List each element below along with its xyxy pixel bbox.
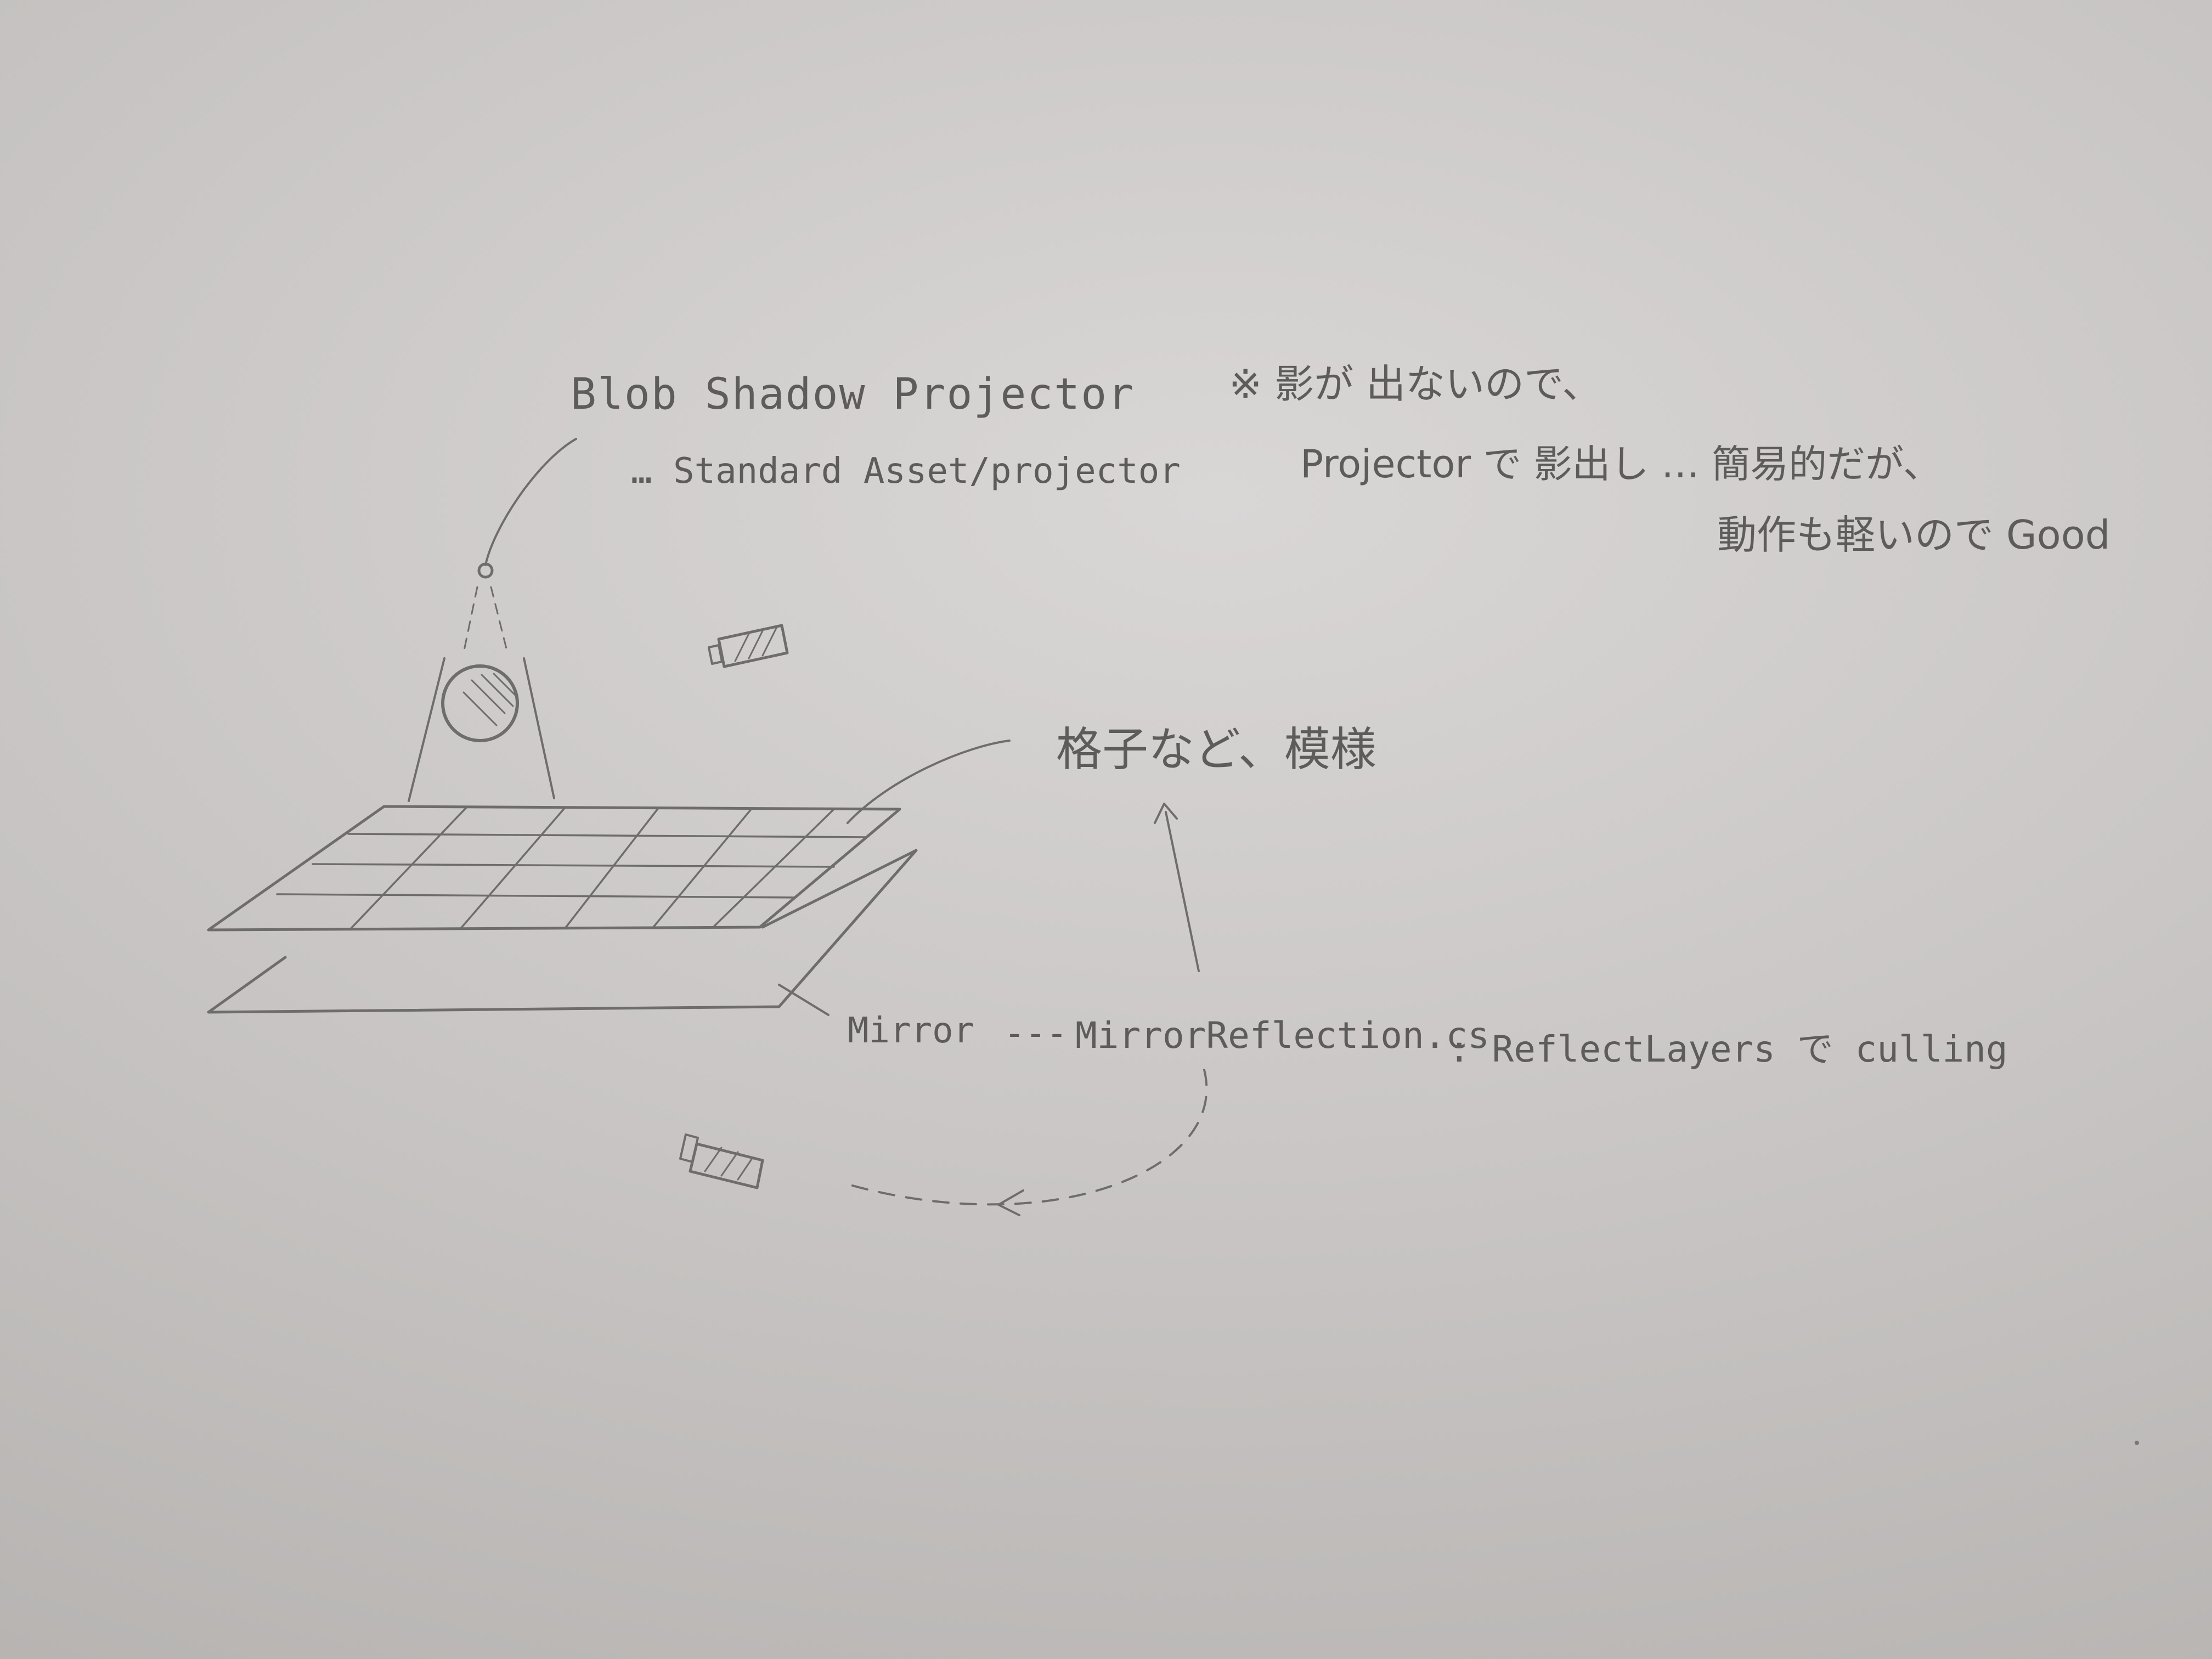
mirror-dash: --- [1004,1013,1068,1054]
sphere-icon [441,664,519,742]
projector-title: Blob Shadow Projector [571,370,1135,419]
grid-note-leader-line [847,740,1011,824]
projection-cone-right [523,657,555,799]
projector-leader-line [484,438,577,566]
dashed-return-arrow-head-icon [997,1189,1024,1216]
note-line-3: 動作も軽いので Good [1717,512,2111,558]
mirror-label: Mirror [848,1011,974,1051]
note-line-2: Projector で 影出し … 簡易的だが、 [1300,442,1942,487]
grid-note: 格子など、模様 [1056,723,1376,776]
projection-cone-left [408,657,445,802]
mirror-plane-outline [207,849,918,1014]
grid-floor-outline [207,805,901,932]
projector-point-icon [477,562,494,579]
mirror-script: MirrorReflection.cs [1075,1014,1489,1057]
mirror-note: : ReflectLayers で culling [1448,1028,2008,1070]
sphere-hatching [462,673,517,726]
projection-ray-left [462,586,478,654]
camera-icon-top [708,624,789,668]
dashed-return-arrow [849,1069,1208,1206]
grid-floor-rows [276,833,868,899]
mirror-leader-line [778,984,830,1016]
projector-path: … Standard Asset/projector [631,451,1181,492]
projection-ray-right [490,586,509,654]
grid-floor-columns [350,806,835,929]
note-line-1: ※ 影が 出ないので、 [1229,361,1601,407]
camera-icon-bottom [679,1133,764,1189]
up-arrow-line [1165,811,1200,972]
up-arrow-head-icon [1154,803,1178,824]
pencil-dot [2135,1441,2139,1445]
